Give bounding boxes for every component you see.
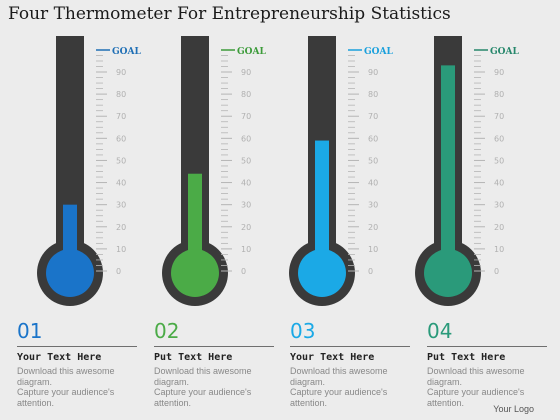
scale-label: 90 — [368, 68, 378, 77]
scale-label: 30 — [241, 201, 251, 210]
scale-label: 90 — [241, 68, 251, 77]
scale-label: 50 — [116, 156, 126, 165]
step-description: Download this awesome diagram. Capture you… — [290, 366, 388, 408]
step-description: Download this awesome diagram. Capture you… — [427, 366, 525, 408]
thermometer-bulb-fill — [46, 249, 94, 297]
step-number: 02 — [154, 319, 180, 343]
thermometer-bulb-fill — [171, 249, 219, 297]
thermometer-diagram: GOAL 90 80 70 60 50 40 30 20 10 0 GOAL 90 80 70 60 50 40 3… — [37, 36, 520, 306]
step-number: 04 — [427, 319, 453, 343]
scale-label: 0 — [241, 267, 246, 276]
goal-label: GOAL — [364, 47, 394, 57]
scale-label: 40 — [241, 179, 251, 188]
step-description: Download this awesome diagram. Capture you… — [17, 366, 115, 408]
scale-label: 0 — [116, 267, 121, 276]
scale-label: 70 — [494, 112, 504, 121]
scale-label: 20 — [116, 223, 126, 232]
thermometer-fill — [441, 65, 455, 273]
divider — [427, 346, 547, 347]
scale-label: 30 — [368, 201, 378, 210]
scale-label: 20 — [368, 223, 378, 232]
scale-label: 0 — [494, 267, 499, 276]
step-item: 01 Your Text Here Download this awesome dia… — [17, 318, 137, 408]
step-description: Download this awesome diagram. Capture you… — [154, 366, 252, 408]
scale-label: 40 — [368, 179, 378, 188]
goal-label: GOAL — [490, 47, 520, 57]
step-item: 03 Your Text Here Download this awesome dia… — [290, 318, 410, 408]
thermometer-fill — [315, 140, 329, 273]
scale-label: 50 — [368, 156, 378, 165]
scale-label: 40 — [494, 179, 504, 188]
scale-label: 70 — [116, 112, 126, 121]
step-heading: Your Text Here — [290, 352, 375, 363]
scale-label: 10 — [368, 245, 378, 254]
scale-label: 70 — [241, 112, 251, 121]
divider — [154, 346, 274, 347]
scale-label: 60 — [116, 134, 126, 143]
divider — [290, 346, 410, 347]
scale-label: 50 — [241, 156, 251, 165]
scale-label: 60 — [368, 134, 378, 143]
scale-label: 0 — [368, 267, 373, 276]
scale-label: 20 — [494, 223, 504, 232]
step-number: 01 — [17, 319, 43, 343]
scale-label: 10 — [494, 245, 504, 254]
scale-label: 90 — [494, 68, 504, 77]
scale-label: 80 — [241, 90, 251, 99]
scale-label: 50 — [494, 156, 504, 165]
scale-label: 80 — [116, 90, 126, 99]
scale-label: 70 — [368, 112, 378, 121]
step-heading: Put Text Here — [427, 352, 506, 363]
scale-label: 20 — [241, 223, 251, 232]
scale-label: 60 — [241, 134, 251, 143]
scale-label: 30 — [494, 201, 504, 210]
scale-label: 10 — [241, 245, 251, 254]
thermometer-fill — [188, 173, 202, 273]
step-heading: Your Text Here — [17, 352, 102, 363]
scale-label: 60 — [494, 134, 504, 143]
step-heading: Put Text Here — [154, 352, 233, 363]
goal-label: GOAL — [237, 47, 267, 57]
scale-label: 90 — [116, 68, 126, 77]
scale-label: 80 — [368, 90, 378, 99]
page-title: Four Thermometer For Entrepreneurship St… — [8, 4, 451, 24]
divider — [17, 346, 137, 347]
logo: Your Logo — [493, 404, 534, 414]
thermometer-bulb-fill — [298, 249, 346, 297]
scale-label: 40 — [116, 179, 126, 188]
step-number: 03 — [290, 319, 316, 343]
step-item: 04 Put Text Here Download this awesome diag… — [427, 318, 547, 408]
scale-label: 30 — [116, 201, 126, 210]
scale-label: 80 — [494, 90, 504, 99]
step-item: 02 Put Text Here Download this awesome diag… — [154, 318, 274, 408]
thermometer-bulb-fill — [424, 249, 472, 297]
scale-label: 10 — [116, 245, 126, 254]
goal-label: GOAL — [112, 47, 142, 57]
